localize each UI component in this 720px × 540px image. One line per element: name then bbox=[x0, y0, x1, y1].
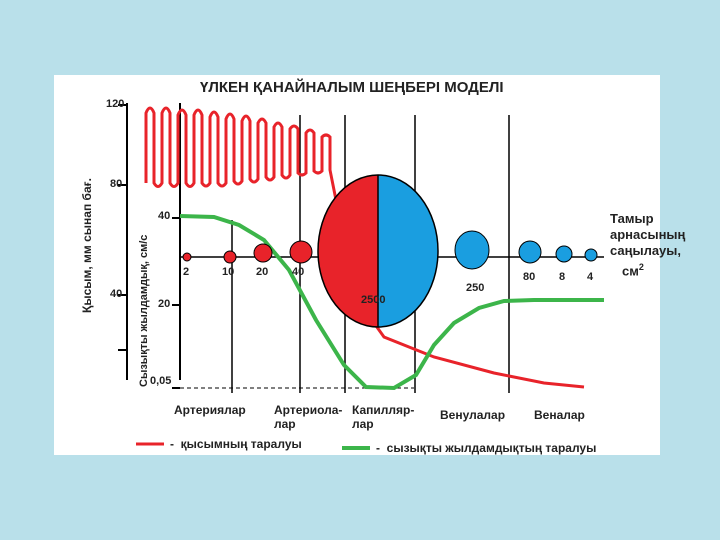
velocity-tick-20: 20 bbox=[158, 298, 171, 310]
pressure-axis-label: Қысым, мм сынап бағ. bbox=[80, 178, 94, 313]
velocity-tick-40: 40 bbox=[158, 210, 171, 222]
diagram-title: ҮЛКЕН ҚАНАЙНАЛЫМ ШЕҢБЕРІ МОДЕЛІ bbox=[200, 79, 504, 96]
vessel-value: 40 bbox=[292, 266, 305, 278]
legend-pressure: - қысымның таралуы bbox=[170, 437, 302, 451]
vessel-value: 80 bbox=[523, 271, 536, 283]
category-arteries: Артериялар bbox=[174, 403, 246, 417]
vessel-arteriole bbox=[253, 243, 273, 263]
category-veins: Веналар bbox=[534, 408, 585, 422]
vessel-artery bbox=[223, 250, 237, 264]
pressure-curve bbox=[144, 106, 585, 389]
vessel-vein bbox=[518, 240, 542, 264]
vessel-value: 8 bbox=[559, 271, 566, 283]
vessel-value: 2 bbox=[183, 266, 190, 278]
legend-pressure-swatch bbox=[136, 442, 164, 446]
vessel-value: 10 bbox=[222, 266, 235, 278]
vessel-value: 2500 bbox=[361, 294, 386, 306]
vessel-value: 20 bbox=[256, 266, 269, 278]
vessel-vena-cava bbox=[584, 248, 598, 262]
category-capillaries: Капилляр-лар bbox=[352, 403, 415, 431]
capillary-left-half bbox=[318, 175, 378, 327]
cross-section-label: Тамыр арнасының саңылауы, см2 bbox=[610, 211, 686, 279]
slide: ҮЛКЕН ҚАНАЙНАЛЫМ ШЕҢБЕРІ МОДЕЛІ Қысым, м… bbox=[54, 75, 685, 455]
capillary-right-half bbox=[378, 175, 438, 327]
velocity-curve bbox=[179, 214, 604, 391]
legend-velocity-swatch bbox=[342, 446, 370, 450]
pressure-tick-40: 40 bbox=[110, 288, 123, 300]
vessel-venule bbox=[454, 230, 490, 270]
pressure-tick-80: 80 bbox=[110, 178, 123, 190]
category-venules: Венулалар bbox=[440, 408, 506, 422]
legend-velocity: - сызықты жылдамдықтың таралуы bbox=[376, 441, 597, 455]
vessel-value: 250 bbox=[466, 282, 485, 294]
diagram bbox=[118, 103, 604, 393]
vessel-arteriole-large bbox=[289, 240, 313, 264]
category-arterioles: Артериола-лар bbox=[274, 403, 343, 431]
pressure-tick-120: 120 bbox=[106, 98, 125, 110]
vessel-value: 4 bbox=[587, 271, 594, 283]
vessel-vein-medium bbox=[555, 245, 573, 263]
velocity-tick-005: 0,05 bbox=[150, 375, 172, 387]
velocity-axis-label: Сызықты жылдамдық, см/с bbox=[138, 234, 150, 387]
vessel-artery-small bbox=[182, 252, 192, 262]
